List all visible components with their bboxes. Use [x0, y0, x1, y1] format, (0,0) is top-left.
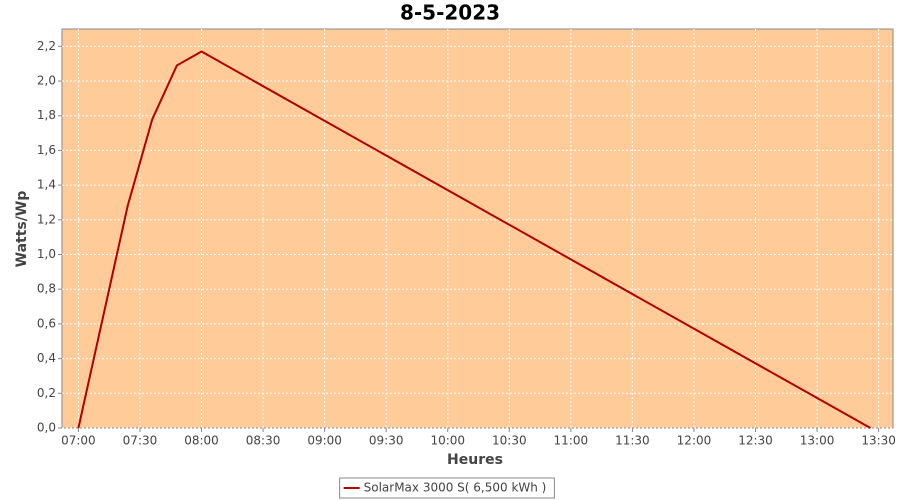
- x-tick-label: 09:00: [307, 434, 342, 448]
- y-axis-label: Watts/Wp: [14, 191, 30, 268]
- y-tick-label: 1,6: [37, 143, 56, 157]
- y-tick-label: 0,6: [37, 316, 56, 330]
- x-tick-label: 07:30: [123, 434, 158, 448]
- x-tick-label: 08:00: [184, 434, 219, 448]
- y-tick-label: 1,2: [37, 212, 56, 226]
- x-tick-label: 12:00: [677, 434, 712, 448]
- y-tick-label: 0,4: [37, 351, 56, 365]
- x-tick-label: 10:30: [492, 434, 527, 448]
- x-tick-label: 11:30: [615, 434, 650, 448]
- y-tick-label: 1,4: [37, 178, 56, 192]
- data-line: [77, 50, 871, 429]
- x-tick-label: 08:30: [246, 434, 281, 448]
- x-tick-label: 13:00: [800, 434, 835, 448]
- x-tick-label: 07:00: [61, 434, 96, 448]
- y-tick-label: 1,8: [37, 108, 56, 122]
- x-tick-label: 09:30: [369, 434, 404, 448]
- x-tick-label: 12:30: [738, 434, 773, 448]
- plot-area: [61, 28, 894, 429]
- y-tick-label: 0,2: [37, 386, 56, 400]
- y-tick-label: 2,2: [37, 39, 56, 53]
- x-tick-label: 13:30: [861, 434, 896, 448]
- legend: SolarMax 3000 S( 6,500 kWh ): [339, 477, 555, 499]
- x-axis-label: Heures: [447, 452, 503, 468]
- x-tick-label: 11:00: [554, 434, 589, 448]
- y-tick-label: 0,0: [37, 421, 56, 435]
- chart-title: 8-5-2023: [400, 1, 500, 25]
- x-tick-label: 10:00: [430, 434, 465, 448]
- y-tick-label: 2,0: [37, 74, 56, 88]
- legend-box: [339, 477, 555, 499]
- y-tick-label: 0,8: [37, 282, 56, 296]
- y-tick-label: 1,0: [37, 247, 56, 261]
- legend-label: SolarMax 3000 S( 6,500 kWh ): [364, 481, 547, 495]
